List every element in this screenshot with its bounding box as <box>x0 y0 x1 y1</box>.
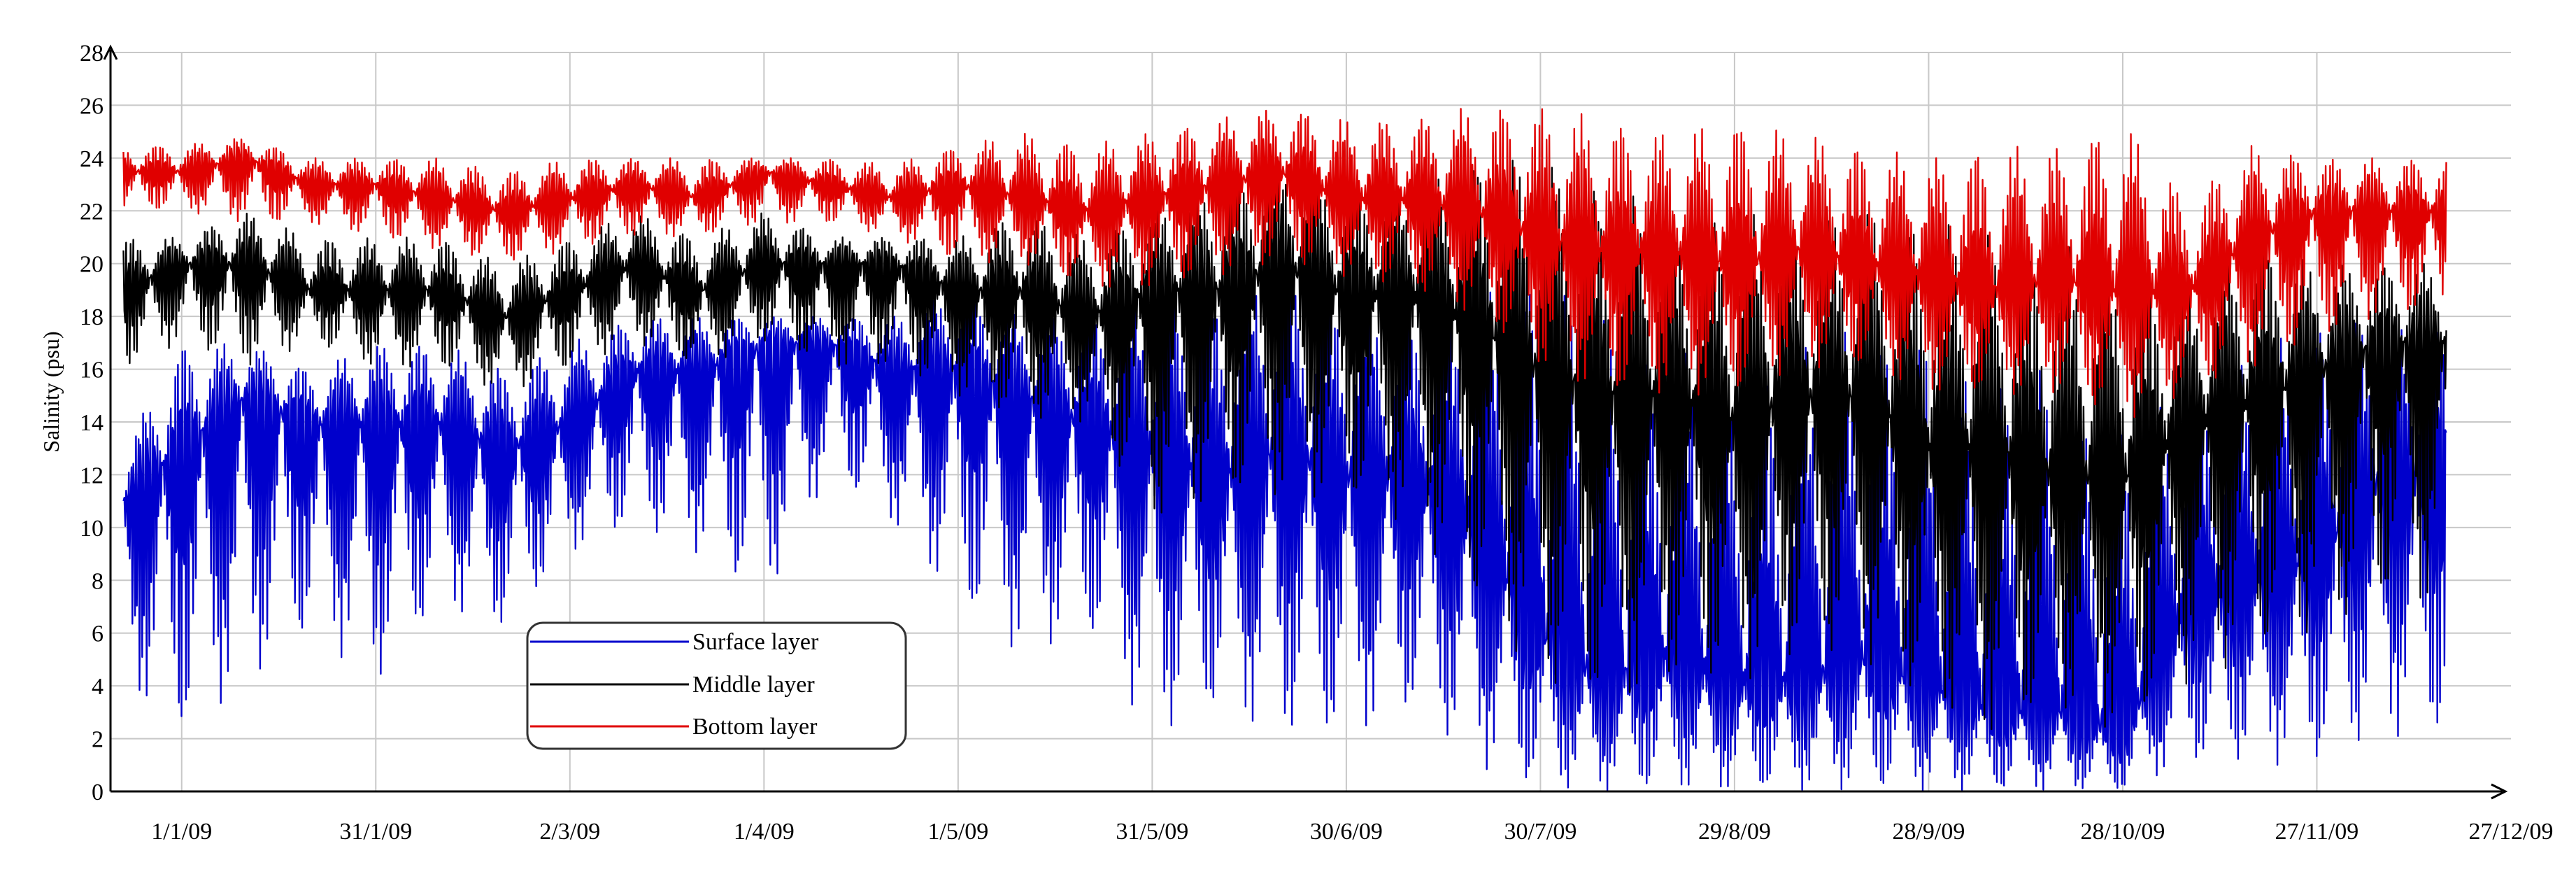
y-tick-label: 10 <box>80 516 104 542</box>
x-tick-label: 30/7/09 <box>1504 819 1577 845</box>
legend: Surface layer Middle layer Bottom layer <box>526 621 907 750</box>
y-tick-label: 26 <box>80 93 104 119</box>
legend-label-middle-layer: Middle layer <box>692 672 815 698</box>
legend-box <box>526 621 907 750</box>
x-tick-label: 1/4/09 <box>734 819 795 845</box>
y-tick-label: 12 <box>80 463 104 488</box>
y-tick-label: 24 <box>80 146 104 172</box>
y-tick-label: 18 <box>80 304 104 330</box>
series-line-surface-layer <box>122 271 2447 792</box>
y-tick-label: 0 <box>92 780 104 805</box>
y-axis-arrow <box>103 44 118 60</box>
y-tick-label: 6 <box>92 621 104 647</box>
x-tick-label: 31/5/09 <box>1116 819 1188 845</box>
x-tick-label: 30/6/09 <box>1310 819 1383 845</box>
x-tick-label: 29/8/09 <box>1698 819 1771 845</box>
x-tick-label: 28/9/09 <box>1892 819 1965 845</box>
y-tick-label: 14 <box>80 410 104 436</box>
x-tick-label: 2/3/09 <box>539 819 600 845</box>
y-tick-label: 4 <box>92 674 104 700</box>
series-line-middle-layer <box>122 160 2447 731</box>
y-axis-title: Salinity (psu) <box>38 331 64 452</box>
legend-label-bottom-layer: Bottom layer <box>692 714 818 740</box>
series-line-bottom-layer <box>122 108 2447 418</box>
x-tick-label: 31/1/09 <box>339 819 412 845</box>
x-tick-label: 28/10/09 <box>2081 819 2165 845</box>
legend-label-surface-layer: Surface layer <box>692 629 819 655</box>
x-tick-label: 27/11/09 <box>2275 819 2359 845</box>
y-tick-label: 20 <box>80 252 104 278</box>
x-tick-label: 1/1/09 <box>151 819 212 845</box>
y-tick-label: 16 <box>80 358 104 383</box>
x-tick-label: 1/5/09 <box>927 819 988 845</box>
x-tick-label: 27/12/09 <box>2469 819 2554 845</box>
y-tick-label: 28 <box>80 41 104 66</box>
series-layer <box>122 108 2447 792</box>
y-tick-label: 8 <box>92 568 104 594</box>
y-tick-label: 22 <box>80 199 104 225</box>
y-tick-label: 2 <box>92 727 104 753</box>
axes-layer <box>103 44 2508 800</box>
x-axis-arrow <box>2491 783 2508 800</box>
